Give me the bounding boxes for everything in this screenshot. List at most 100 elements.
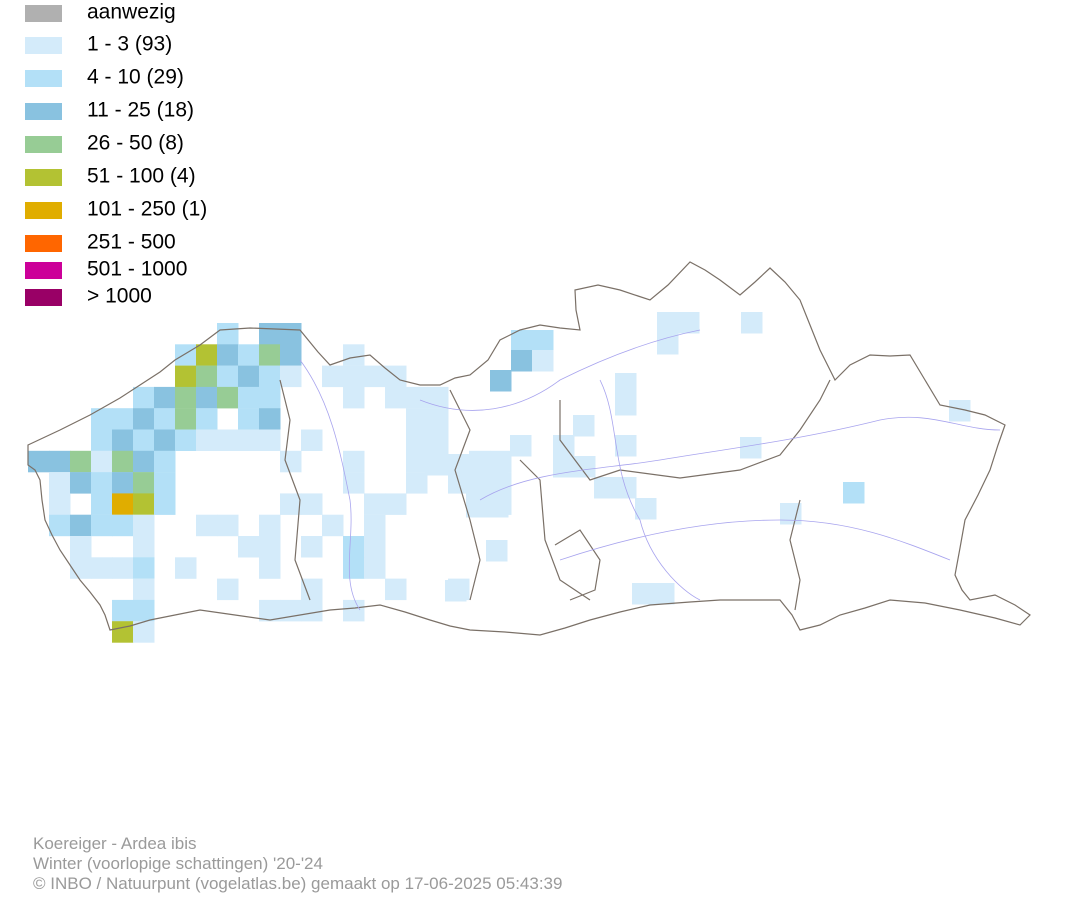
grid-cell bbox=[343, 344, 365, 366]
grid-cell bbox=[91, 429, 113, 451]
grid-cell bbox=[445, 580, 467, 602]
grid-cell bbox=[259, 599, 281, 622]
grid-cell bbox=[301, 429, 323, 451]
grid-cell bbox=[133, 621, 155, 643]
grid-cell bbox=[259, 514, 281, 537]
grid-cell bbox=[175, 429, 197, 451]
grid-cell bbox=[133, 429, 155, 451]
grid-cell bbox=[741, 312, 763, 334]
grid-cell bbox=[280, 323, 302, 345]
grid-cell bbox=[217, 578, 239, 601]
grid-cell bbox=[196, 344, 218, 366]
grid-cell bbox=[217, 514, 239, 537]
grid-cell bbox=[70, 514, 92, 537]
grid-cell bbox=[427, 408, 449, 430]
grid-cell bbox=[615, 394, 637, 416]
river bbox=[419, 329, 701, 411]
grid-cell bbox=[632, 583, 654, 605]
grid-cell bbox=[259, 408, 281, 430]
grid-cell bbox=[49, 514, 71, 537]
legend-label: 251 - 500 bbox=[87, 231, 176, 254]
grid-cell bbox=[364, 493, 386, 515]
grid-cell bbox=[532, 350, 554, 372]
grid-cell bbox=[70, 450, 92, 473]
grid-cell bbox=[133, 408, 155, 430]
grid-cell bbox=[843, 482, 865, 504]
grid-cells bbox=[28, 312, 971, 643]
grid-cell bbox=[70, 472, 92, 494]
grid-cell bbox=[91, 493, 113, 515]
grid-cell bbox=[678, 312, 700, 334]
grid-cell bbox=[154, 429, 176, 451]
legend-swatch bbox=[25, 235, 62, 252]
legend-swatch bbox=[25, 103, 62, 120]
grid-cell bbox=[343, 536, 365, 558]
legend-swatch bbox=[25, 5, 62, 22]
legend-label: 11 - 25 (18) bbox=[87, 99, 194, 122]
grid-cell bbox=[427, 429, 449, 451]
grid-cell bbox=[91, 450, 113, 473]
grid-cell bbox=[175, 386, 197, 409]
grid-cell bbox=[91, 472, 113, 494]
grid-cell bbox=[259, 536, 281, 558]
grid-cell bbox=[112, 429, 134, 451]
legend-label: 51 - 100 (4) bbox=[87, 165, 196, 188]
river bbox=[479, 416, 1001, 501]
river bbox=[299, 359, 361, 611]
grid-cell bbox=[259, 344, 281, 366]
grid-cell bbox=[364, 557, 386, 579]
grid-cell bbox=[238, 536, 260, 558]
grid-cell bbox=[466, 454, 488, 476]
grid-cell bbox=[133, 536, 155, 558]
grid-cell bbox=[154, 493, 176, 515]
legend-swatch bbox=[25, 136, 62, 153]
species-name: Koereiger - Ardea ibis bbox=[33, 834, 196, 853]
grid-cell bbox=[217, 344, 239, 366]
grid-cell bbox=[487, 454, 509, 476]
legend: aanwezig 1 - 3 (93) 4 - 10 (29) 11 - 25 (18… bbox=[25, 1, 207, 308]
legend-label: 501 - 1000 bbox=[87, 258, 187, 281]
grid-cell bbox=[364, 514, 386, 537]
grid-cell bbox=[385, 578, 407, 601]
grid-cell bbox=[133, 599, 155, 622]
grid-cell bbox=[175, 344, 197, 366]
grid-cell bbox=[91, 514, 113, 537]
grid-cell bbox=[364, 536, 386, 558]
grid-cell bbox=[511, 350, 533, 372]
grid-cell bbox=[217, 386, 239, 409]
legend-label: 4 - 10 (29) bbox=[87, 66, 184, 89]
grid-cell bbox=[217, 429, 239, 451]
grid-cell bbox=[133, 472, 155, 494]
grid-cell bbox=[280, 365, 302, 388]
grid-cell bbox=[238, 386, 260, 409]
grid-cell bbox=[238, 408, 260, 430]
grid-cell bbox=[91, 408, 113, 430]
grid-cell bbox=[574, 456, 596, 478]
grid-cell bbox=[112, 408, 134, 430]
grid-cell bbox=[343, 599, 365, 622]
grid-cell bbox=[280, 450, 302, 473]
grid-cell bbox=[490, 370, 512, 392]
grid-cell bbox=[259, 557, 281, 579]
grid-cell bbox=[949, 400, 971, 422]
grid-cell bbox=[49, 472, 71, 494]
grid-cell bbox=[175, 365, 197, 388]
grid-cell bbox=[532, 330, 554, 352]
grid-cell bbox=[217, 365, 239, 388]
grid-cell bbox=[259, 386, 281, 409]
grid-cell bbox=[238, 344, 260, 366]
grid-cell bbox=[175, 557, 197, 579]
grid-cell bbox=[385, 386, 407, 409]
rivers bbox=[299, 329, 1001, 611]
grid-cell bbox=[112, 472, 134, 494]
grid-cell bbox=[112, 621, 134, 643]
grid-cell bbox=[196, 408, 218, 430]
grid-cell bbox=[196, 386, 218, 409]
grid-cell bbox=[385, 493, 407, 515]
grid-cell bbox=[486, 540, 508, 562]
grid-cell bbox=[406, 429, 428, 451]
grid-cell bbox=[154, 408, 176, 430]
river bbox=[559, 519, 951, 561]
grid-cell bbox=[154, 450, 176, 473]
grid-cell bbox=[301, 493, 323, 515]
